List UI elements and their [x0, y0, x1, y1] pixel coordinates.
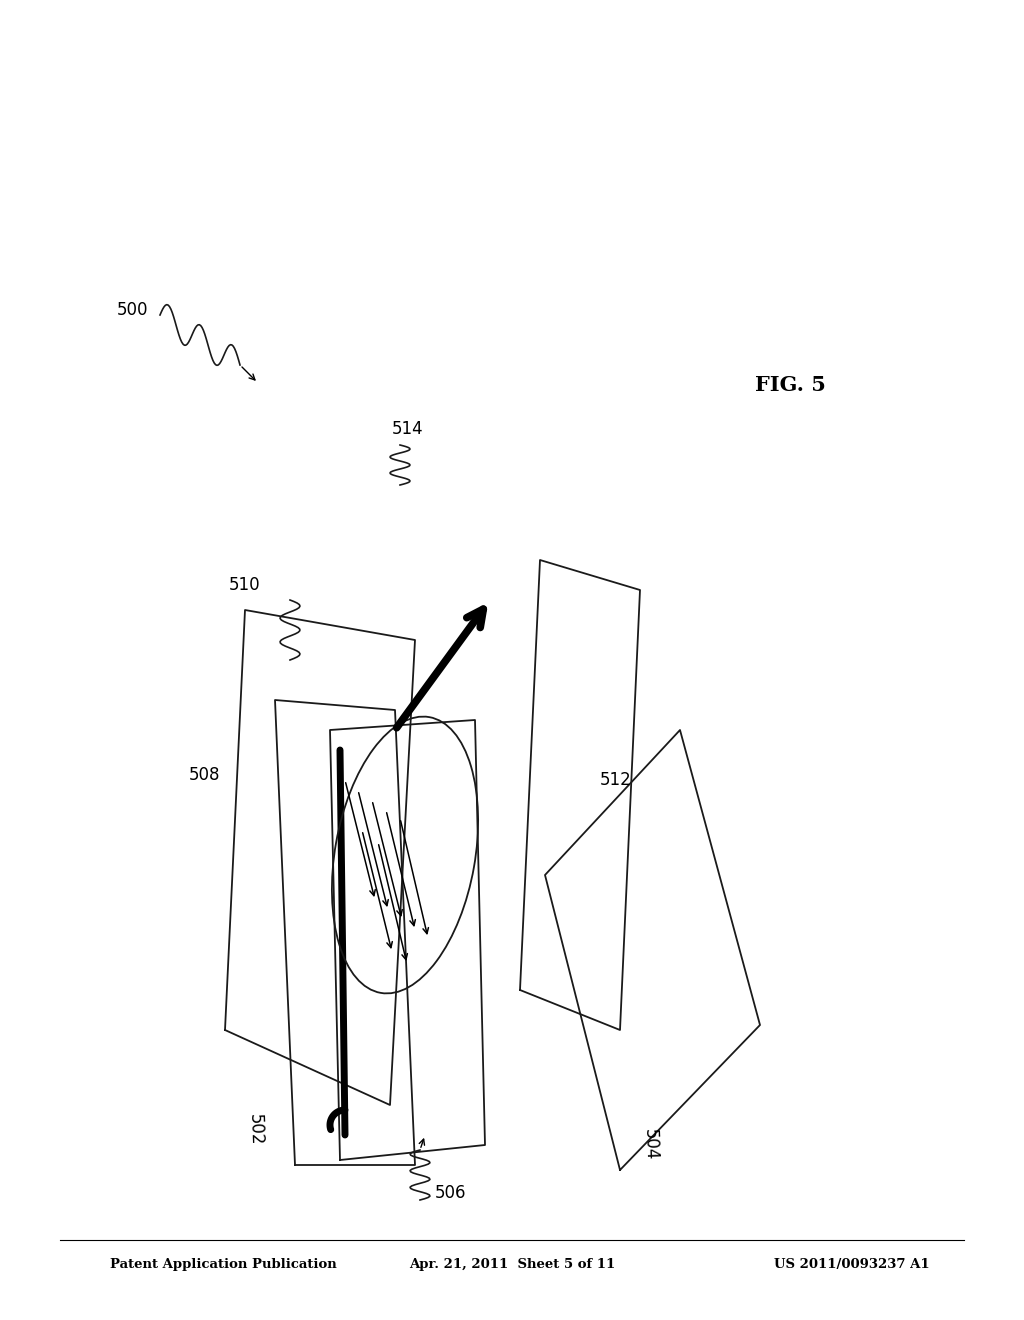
Text: US 2011/0093237 A1: US 2011/0093237 A1 — [774, 1258, 930, 1271]
Text: 514: 514 — [392, 420, 424, 438]
Text: 508: 508 — [188, 766, 220, 784]
Text: 506: 506 — [434, 1184, 466, 1203]
Text: 502: 502 — [246, 1114, 264, 1146]
Text: Patent Application Publication: Patent Application Publication — [110, 1258, 337, 1271]
Text: FIG. 5: FIG. 5 — [755, 375, 825, 395]
Text: 512: 512 — [600, 771, 632, 789]
Text: 500: 500 — [117, 301, 148, 319]
Text: 510: 510 — [228, 576, 260, 594]
Text: Apr. 21, 2011  Sheet 5 of 11: Apr. 21, 2011 Sheet 5 of 11 — [409, 1258, 615, 1271]
Text: 504: 504 — [640, 1129, 659, 1162]
